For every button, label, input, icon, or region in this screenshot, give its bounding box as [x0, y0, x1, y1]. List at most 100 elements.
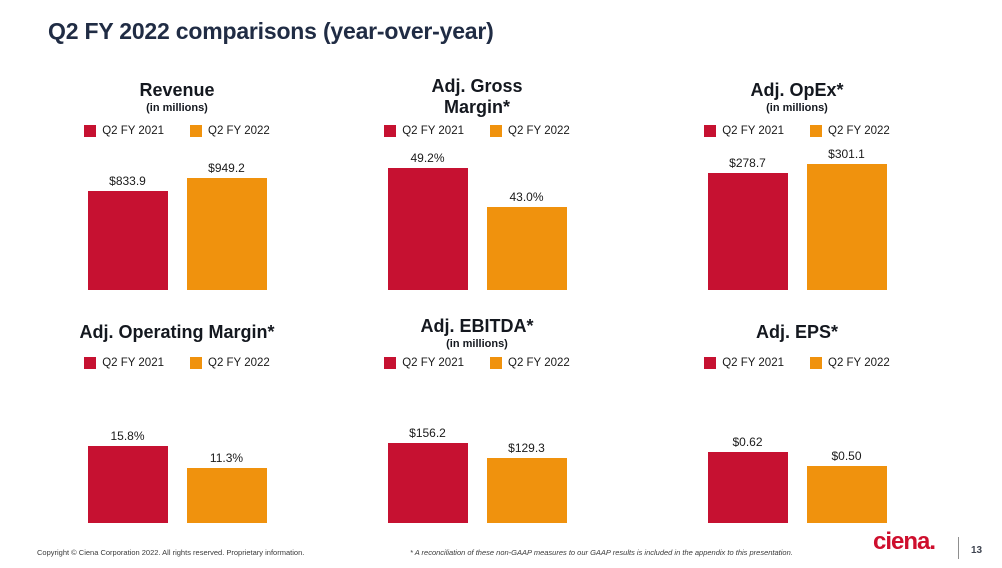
ciena-logo: ciena.: [873, 528, 936, 555]
bar-q2-fy-2021: [87, 446, 168, 523]
bar-value-label: $129.3: [508, 441, 545, 455]
chart-title: Revenue (in millions): [37, 70, 317, 124]
legend-item-fy2022: Q2 FY 2022: [490, 125, 570, 137]
legend-label-fy2021: Q2 FY 2021: [102, 357, 164, 369]
bar-plot: $0.62 $0.50: [657, 374, 937, 523]
legend-swatch-fy2021: [384, 357, 397, 369]
legend-label-fy2022: Q2 FY 2022: [508, 125, 570, 137]
chart-adj-ebitda: Adj. EBITDA* (in millions) Q2 FY 2021 Q2 …: [337, 310, 617, 523]
bar-q2-fy-2022: [186, 178, 267, 290]
legend-label-fy2021: Q2 FY 2021: [402, 357, 464, 369]
legend-item-fy2021: Q2 FY 2021: [384, 357, 464, 369]
legend-swatch-fy2022: [190, 125, 202, 137]
bar-group-fy2022: $949.2: [186, 161, 267, 290]
footer-divider: [958, 537, 959, 559]
chart-legend: Q2 FY 2021 Q2 FY 2022: [657, 124, 937, 138]
bar-group-fy2022: 11.3%: [186, 451, 267, 523]
chart-title-line: Adj. Operating Margin*: [79, 322, 275, 343]
bar-q2-fy-2022: [186, 468, 267, 523]
legend-swatch-fy2022: [810, 357, 822, 369]
chart-title: Adj. EPS*: [657, 310, 937, 356]
bar-group-fy2022: $129.3: [486, 441, 567, 523]
legend-label-fy2021: Q2 FY 2021: [722, 357, 784, 369]
legend-label-fy2022: Q2 FY 2022: [508, 357, 570, 369]
bar-value-label: 49.2%: [410, 151, 445, 165]
bar-value-label: $0.62: [732, 435, 763, 449]
bar-group-fy2021: $156.2: [387, 426, 468, 523]
legend-item-fy2022: Q2 FY 2022: [810, 125, 890, 137]
legend-item-fy2021: Q2 FY 2021: [704, 357, 784, 369]
chart-title-line: Adj. OpEx*: [750, 79, 844, 100]
legend-swatch-fy2021: [384, 125, 397, 137]
bar-group-fy2022: $301.1: [806, 147, 887, 290]
bar-group-fy2022: 43.0%: [486, 190, 567, 290]
bar-group-fy2022: $0.50: [806, 449, 887, 523]
legend-swatch-fy2022: [810, 125, 822, 137]
chart-title: Adj. OpEx* (in millions): [657, 70, 937, 124]
chart-subtitle: (in millions): [446, 338, 508, 351]
bar-value-label: 11.3%: [209, 451, 244, 465]
chart-title: Adj. Gross Margin*: [337, 70, 617, 124]
bar-plot: 15.8% 11.3%: [37, 374, 317, 523]
legend-label-fy2022: Q2 FY 2022: [208, 125, 270, 137]
chart-adj-operating-margin: Adj. Operating Margin* Q2 FY 2021 Q2 FY …: [37, 310, 317, 523]
bar-q2-fy-2022: [806, 164, 887, 290]
legend-label-fy2021: Q2 FY 2021: [722, 125, 784, 137]
bar-value-label: 43.0%: [509, 190, 544, 204]
bar-q2-fy-2021: [387, 443, 468, 523]
bar-value-label: $301.1: [828, 147, 865, 161]
chart-legend: Q2 FY 2021 Q2 FY 2022: [37, 124, 317, 138]
legend-label-fy2022: Q2 FY 2022: [828, 125, 890, 137]
footer-copyright: Copyright © Ciena Corporation 2022. All …: [37, 548, 305, 557]
bar-q2-fy-2022: [486, 207, 567, 290]
legend-label-fy2022: Q2 FY 2022: [208, 357, 270, 369]
legend-item-fy2021: Q2 FY 2021: [704, 125, 784, 137]
legend-item-fy2021: Q2 FY 2021: [384, 125, 464, 137]
bar-value-label: $156.2: [409, 426, 446, 440]
page-number: 13: [971, 545, 983, 556]
chart-adj-eps: Adj. EPS* Q2 FY 2021 Q2 FY 2022 $0.62 $0…: [657, 310, 937, 523]
legend-swatch-fy2021: [84, 125, 97, 137]
bar-q2-fy-2022: [486, 458, 567, 523]
legend-item-fy2022: Q2 FY 2022: [490, 357, 570, 369]
chart-title-line: Margin*: [443, 97, 510, 117]
bar-plot: $278.7 $301.1: [657, 138, 937, 290]
chart-title-line: Adj. Gross: [431, 75, 523, 96]
chart-title-line: Revenue: [139, 79, 215, 100]
chart-legend: Q2 FY 2021 Q2 FY 2022: [337, 124, 617, 138]
bar-q2-fy-2022: [806, 466, 887, 523]
bar-group-fy2021: 15.8%: [87, 429, 168, 523]
bar-value-label: $278.7: [729, 156, 766, 170]
legend-swatch-fy2021: [704, 357, 717, 369]
legend-item-fy2022: Q2 FY 2022: [810, 357, 890, 369]
bar-group-fy2021: 49.2%: [387, 151, 468, 290]
legend-label-fy2022: Q2 FY 2022: [828, 357, 890, 369]
bar-value-label: 15.8%: [110, 429, 145, 443]
bar-q2-fy-2021: [707, 173, 788, 290]
legend-swatch-fy2021: [704, 125, 717, 137]
legend-label-fy2021: Q2 FY 2021: [402, 125, 464, 137]
legend-item-fy2021: Q2 FY 2021: [84, 357, 164, 369]
legend-label-fy2021: Q2 FY 2021: [102, 125, 164, 137]
chart-legend: Q2 FY 2021 Q2 FY 2022: [657, 356, 937, 370]
bar-group-fy2021: $833.9: [87, 174, 168, 290]
bar-value-label: $0.50: [831, 449, 862, 463]
chart-legend: Q2 FY 2021 Q2 FY 2022: [337, 356, 617, 370]
bar-value-label: $949.2: [208, 161, 245, 175]
bar-group-fy2021: $0.62: [707, 435, 788, 523]
bar-plot: $833.9 $949.2: [37, 138, 317, 290]
legend-swatch-fy2022: [490, 125, 502, 137]
chart-title-line: Adj. EPS*: [755, 322, 839, 343]
bar-plot: $156.2 $129.3: [337, 374, 617, 523]
chart-title: Adj. EBITDA* (in millions): [337, 310, 617, 356]
legend-item-fy2022: Q2 FY 2022: [190, 357, 270, 369]
chart-adj-gross-margin: Adj. Gross Margin* Q2 FY 2021 Q2 FY 2022 …: [337, 70, 617, 290]
slide-title: Q2 FY 2022 comparisons (year-over-year): [48, 18, 494, 44]
legend-swatch-fy2021: [84, 357, 97, 369]
chart-revenue: Revenue (in millions) Q2 FY 2021 Q2 FY 20…: [37, 70, 317, 290]
legend-swatch-fy2022: [490, 357, 502, 369]
chart-title: Adj. Operating Margin*: [37, 310, 317, 356]
legend-swatch-fy2022: [190, 357, 202, 369]
footer-disclaimer: * A reconciliation of these non-GAAP mea…: [410, 548, 793, 557]
chart-title-line: Adj. EBITDA*: [420, 315, 534, 336]
